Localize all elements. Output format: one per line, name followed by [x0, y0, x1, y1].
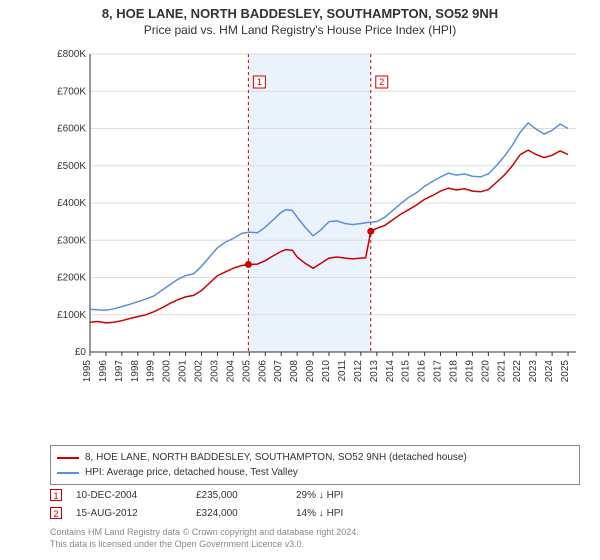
svg-text:£200K: £200K — [57, 273, 86, 284]
sale-diff: 29% ↓ HPI — [296, 490, 396, 501]
footer: Contains HM Land Registry data © Crown c… — [50, 526, 359, 550]
svg-text:1999: 1999 — [146, 360, 157, 383]
svg-text:2001: 2001 — [178, 360, 189, 383]
svg-text:2013: 2013 — [369, 360, 380, 383]
svg-text:2019: 2019 — [464, 360, 475, 383]
svg-text:2007: 2007 — [273, 360, 284, 383]
footer-line2: This data is licensed under the Open Gov… — [50, 538, 359, 550]
svg-text:2014: 2014 — [385, 360, 396, 383]
svg-text:2023: 2023 — [528, 360, 539, 383]
svg-text:2005: 2005 — [241, 360, 252, 383]
svg-text:£100K: £100K — [57, 310, 86, 321]
legend-item-property: 8, HOE LANE, NORTH BADDESLEY, SOUTHAMPTO… — [57, 450, 573, 465]
svg-text:1995: 1995 — [82, 360, 93, 383]
chart-title-line2: Price paid vs. HM Land Registry's House … — [0, 23, 600, 37]
svg-text:£300K: £300K — [57, 235, 86, 246]
chart-area: £0 £100K £200K £300K £400K £500K £600K £700K £80… — [50, 50, 580, 400]
svg-text:£400K: £400K — [57, 198, 86, 209]
svg-text:2010: 2010 — [321, 360, 332, 383]
svg-text:2020: 2020 — [480, 360, 491, 383]
svg-text:2024: 2024 — [544, 360, 555, 383]
chart-title-line1: 8, HOE LANE, NORTH BADDESLEY, SOUTHAMPTO… — [0, 6, 600, 21]
svg-text:£600K: £600K — [57, 124, 86, 135]
svg-text:2004: 2004 — [225, 360, 236, 383]
svg-text:2003: 2003 — [209, 360, 220, 383]
svg-text:2011: 2011 — [337, 360, 348, 382]
svg-text:£0: £0 — [75, 347, 87, 358]
svg-text:£700K: £700K — [57, 86, 86, 97]
legend-label: HPI: Average price, detached house, Test… — [85, 465, 298, 480]
sale-marker-1: 1 — [50, 489, 62, 501]
svg-text:2015: 2015 — [401, 360, 412, 383]
svg-text:1: 1 — [257, 77, 262, 87]
sale-marker-2: 2 — [50, 507, 62, 519]
legend-swatch-hpi — [57, 472, 79, 474]
svg-text:2016: 2016 — [417, 360, 428, 383]
sale-date: 15-AUG-2012 — [76, 508, 196, 519]
sale-row-1: 1 10-DEC-2004 £235,000 29% ↓ HPI — [50, 486, 580, 504]
svg-text:2025: 2025 — [560, 360, 571, 383]
svg-text:1997: 1997 — [114, 360, 125, 383]
svg-text:2022: 2022 — [512, 360, 523, 383]
svg-text:2: 2 — [379, 77, 384, 87]
legend-item-hpi: HPI: Average price, detached house, Test… — [57, 465, 573, 480]
footer-line1: Contains HM Land Registry data © Crown c… — [50, 526, 359, 538]
svg-text:2017: 2017 — [433, 360, 444, 383]
svg-text:2012: 2012 — [353, 360, 364, 383]
svg-text:2021: 2021 — [496, 360, 507, 383]
svg-text:2006: 2006 — [257, 360, 268, 383]
sale-diff: 14% ↓ HPI — [296, 508, 396, 519]
sale-price: £324,000 — [196, 508, 296, 519]
svg-text:2008: 2008 — [289, 360, 300, 383]
svg-text:2000: 2000 — [162, 360, 173, 383]
sale-date: 10-DEC-2004 — [76, 490, 196, 501]
svg-text:£800K: £800K — [57, 50, 86, 60]
line-chart: £0 £100K £200K £300K £400K £500K £600K £700K £80… — [50, 50, 580, 400]
svg-text:1998: 1998 — [130, 360, 141, 383]
legend: 8, HOE LANE, NORTH BADDESLEY, SOUTHAMPTO… — [50, 445, 580, 485]
svg-text:1996: 1996 — [98, 360, 109, 383]
sale-rows: 1 10-DEC-2004 £235,000 29% ↓ HPI 2 15-AU… — [50, 486, 580, 522]
legend-label: 8, HOE LANE, NORTH BADDESLEY, SOUTHAMPTO… — [85, 450, 467, 465]
svg-text:2009: 2009 — [305, 360, 316, 383]
svg-text:2002: 2002 — [194, 360, 205, 383]
legend-swatch-property — [57, 457, 79, 459]
svg-text:2018: 2018 — [448, 360, 459, 383]
sale-price: £235,000 — [196, 490, 296, 501]
svg-text:£500K: £500K — [57, 161, 86, 172]
sale-row-2: 2 15-AUG-2012 £324,000 14% ↓ HPI — [50, 504, 580, 522]
chart-title-block: 8, HOE LANE, NORTH BADDESLEY, SOUTHAMPTO… — [0, 0, 600, 37]
